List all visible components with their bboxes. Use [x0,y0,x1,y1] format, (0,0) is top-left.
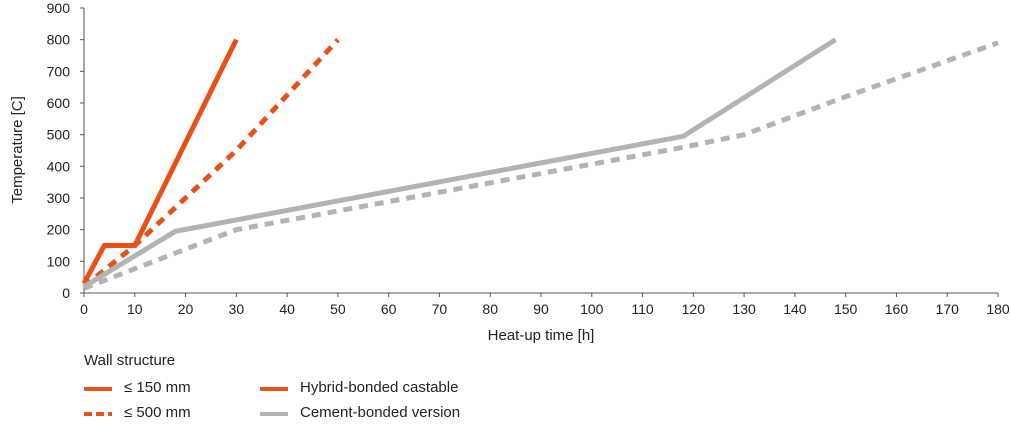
legend-swatch-dashed [84,412,112,416]
x-tick-label: 30 [229,301,245,317]
x-tick-label: 80 [482,301,498,317]
y-tick-label: 800 [47,32,71,48]
legend-label: ≤ 150 mm [124,379,191,396]
x-tick-label: 170 [936,301,960,317]
series-line-1 [81,38,239,285]
legend: Wall structure ≤ 150 mm ≤ 500 mm Hybrid-… [84,352,544,424]
legend-title: Wall structure [84,352,176,369]
y-tick-label: 200 [47,222,71,238]
line-chart: 0 10 20 30 40 50 60 70 80 90 100 110 120 130 140 150 160… [9,0,1010,344]
legend-label: Cement-bonded version [300,404,461,421]
y-tick-label: 500 [47,127,71,143]
series-line-4 [83,40,999,291]
y-tick-labels: 0 100 200 300 400 500 600 700 800 900 [47,0,71,301]
series-line-2 [82,38,340,289]
legend-label: Hybrid-bonded castable [300,379,459,396]
legend-swatch-cement [260,412,288,416]
series-line-3 [82,37,837,289]
legend-label: ≤ 500 mm [124,404,191,421]
y-tick-label: 600 [47,95,71,111]
y-tick-label: 400 [47,158,71,174]
y-tick-label: 0 [62,285,70,301]
series-lines [81,37,999,291]
x-axis-title: Heat-up time [h] [488,327,595,344]
legend-swatch-hybrid [260,387,288,391]
x-tick-label: 0 [80,301,88,317]
x-tick-label: 90 [533,301,549,317]
x-tick-label: 70 [432,301,448,317]
x-tick-label: 150 [834,301,858,317]
x-tick-label: 160 [885,301,909,317]
x-tick-label: 180 [986,301,1010,317]
x-tick-labels: 0 10 20 30 40 50 60 70 80 90 100 110 120 130 140 150 160… [80,301,1010,317]
legend-swatch-solid [84,387,112,391]
x-tick-label: 100 [580,301,604,317]
y-tick-label: 100 [47,253,71,269]
x-tick-label: 120 [682,301,706,317]
y-tick-label: 900 [47,0,71,16]
x-tick-label: 60 [381,301,397,317]
y-axis-title: Temperature [C] [9,96,26,204]
y-tick-label: 300 [47,190,71,206]
x-tick-label: 50 [330,301,346,317]
x-tick-label: 110 [631,301,654,317]
x-tick-label: 10 [127,301,143,317]
y-tick-label: 700 [47,63,71,79]
x-tick-label: 20 [178,301,194,317]
x-tick-label: 130 [732,301,756,317]
x-tick-label: 140 [783,301,807,317]
axes [80,7,999,297]
x-tick-label: 40 [279,301,295,317]
